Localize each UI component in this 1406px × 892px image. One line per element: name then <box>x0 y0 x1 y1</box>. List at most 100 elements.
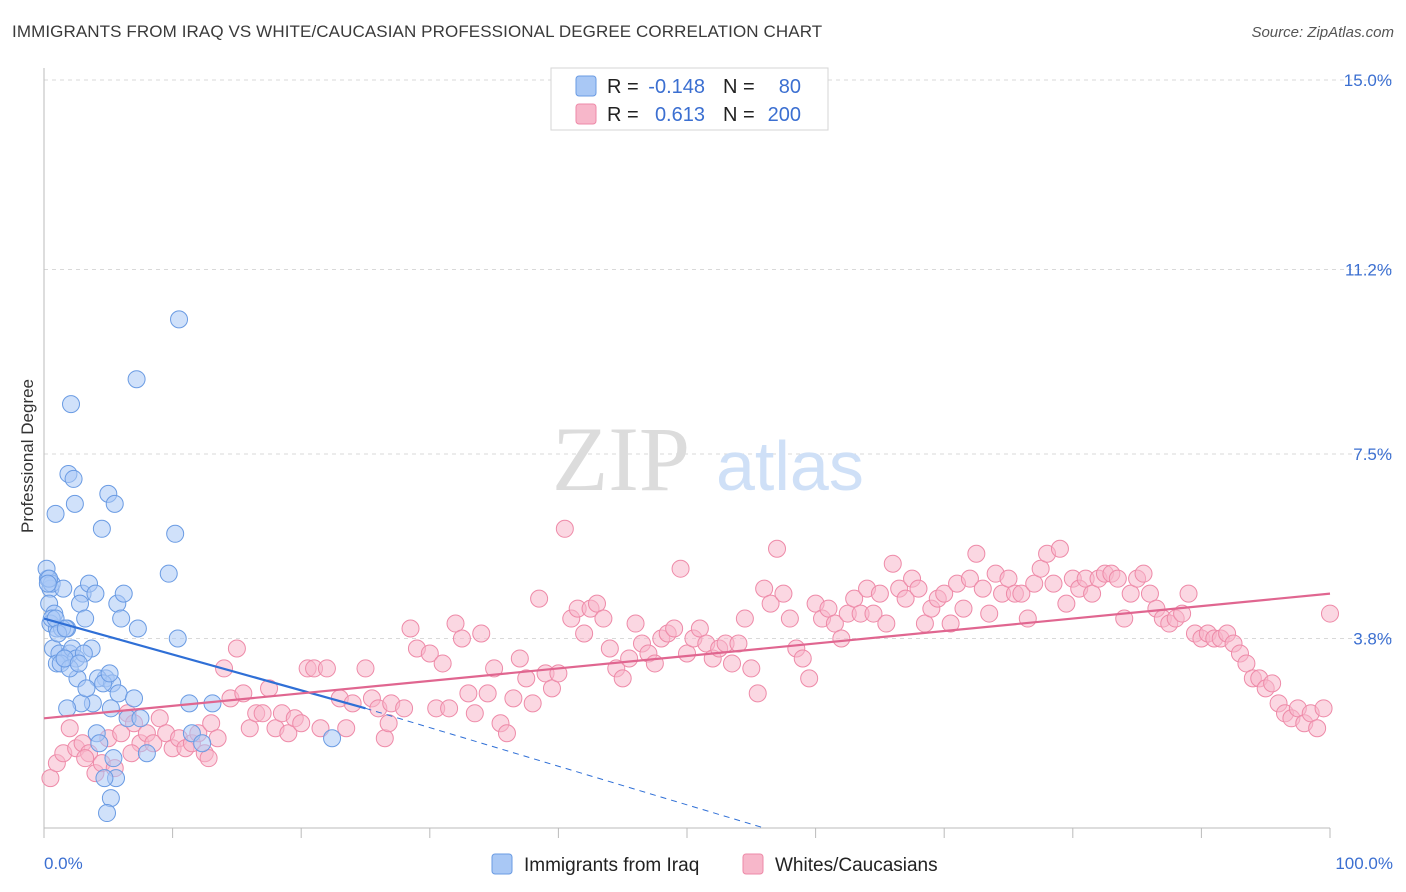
white-point-86 <box>620 649 639 668</box>
white-point-70 <box>517 669 536 688</box>
gridlines <box>44 79 1392 640</box>
white-point-102 <box>723 654 742 673</box>
iraq-point-27 <box>86 584 105 603</box>
white-point-25 <box>202 714 221 733</box>
white-point-95 <box>678 644 696 663</box>
white-point-162 <box>1108 569 1127 588</box>
white-point-135 <box>935 584 954 603</box>
white-point-97 <box>690 619 709 638</box>
white-point-136 <box>941 614 960 633</box>
trend-line-iraq-extension <box>365 707 765 829</box>
iraq-point-20 <box>65 494 84 513</box>
white-point-43 <box>317 659 336 678</box>
white-point-65 <box>485 659 504 678</box>
white-point-55 <box>420 644 439 663</box>
iraq-point-18 <box>64 469 83 488</box>
white-point-138 <box>954 599 973 618</box>
trend-lines <box>43 592 1331 829</box>
iraq-point-74 <box>69 654 88 673</box>
white-point-72 <box>530 589 549 608</box>
white-point-85 <box>613 669 632 688</box>
white-point-53 <box>401 619 420 638</box>
iraq-point-19 <box>62 395 81 414</box>
iraq-point-28 <box>92 519 111 538</box>
white-point-69 <box>510 649 529 668</box>
white-point-76 <box>555 519 574 538</box>
white-point-195 <box>1321 604 1339 623</box>
white-point-149 <box>1025 574 1044 593</box>
white-point-131 <box>909 579 928 598</box>
white-point-158 <box>1083 584 1102 603</box>
iraq-point-24 <box>76 609 95 628</box>
x-tick-labels: 0.0% 100.0% <box>44 854 1393 873</box>
iraq-point-48 <box>104 749 123 768</box>
white-point-124 <box>864 604 883 623</box>
white-point-145 <box>999 569 1018 588</box>
white-point-33 <box>253 704 272 723</box>
bottom-legend-swatch-white <box>742 853 764 875</box>
y-axis-label: Professional Degree <box>18 379 37 533</box>
iraq-point-77 <box>38 574 57 593</box>
white-point-93 <box>665 619 684 638</box>
x-ticks <box>43 828 1331 838</box>
iraq-point-33 <box>114 584 133 603</box>
white-point-74 <box>542 679 561 698</box>
x-tick-label-1: 100.0% <box>1335 854 1393 873</box>
white-point-182 <box>1237 654 1256 673</box>
white-point-167 <box>1140 584 1159 603</box>
y-tick-label-0: 3.8% <box>1353 630 1392 649</box>
white-point-118 <box>825 614 844 633</box>
y-tick-label-2: 11.2% <box>1345 260 1392 279</box>
white-point-117 <box>819 599 838 618</box>
iraq-point-60 <box>170 310 189 329</box>
source-credit: Source: ZipAtlas.com <box>1251 24 1394 41</box>
iraq-point-30 <box>105 494 124 513</box>
white-point-105 <box>742 659 761 678</box>
x-tick-label-0: 0.0% <box>44 854 83 873</box>
bottom-legend-label-iraq: Immigrants from Iraq <box>524 855 699 876</box>
y-tick-label-1: 7.5% <box>1353 445 1392 464</box>
trend-line-white <box>43 592 1331 720</box>
iraq-point-53 <box>127 370 146 389</box>
white-point-114 <box>800 669 819 688</box>
white-point-79 <box>575 624 594 643</box>
white-point-186 <box>1263 674 1282 693</box>
white-point-141 <box>973 579 992 598</box>
white-point-129 <box>896 589 915 608</box>
bottom-legend: Immigrants from Iraq Whites/Caucasians <box>491 853 938 876</box>
bottom-legend-label-white: Whites/Caucasians <box>775 855 938 876</box>
white-point-104 <box>735 609 754 628</box>
white-point-152 <box>1044 574 1063 593</box>
iraq-point-54 <box>137 744 156 763</box>
white-point-119 <box>832 629 851 648</box>
white-point-52 <box>395 699 414 718</box>
white-point-59 <box>446 614 465 633</box>
white-point-39 <box>292 714 311 733</box>
watermark-zip: ZIP <box>552 408 690 510</box>
white-point-126 <box>877 614 896 633</box>
white-point-57 <box>433 654 452 673</box>
top-legend: R = -0.148 N = 80 R = 0.613 N = 200 <box>550 67 829 131</box>
white-point-60 <box>452 629 471 648</box>
white-point-47 <box>356 659 375 678</box>
white-point-164 <box>1121 584 1140 603</box>
data-points <box>37 310 1339 823</box>
white-point-193 <box>1308 719 1327 738</box>
iraq-point-61 <box>168 629 187 648</box>
white-point-132 <box>915 614 934 633</box>
white-point-139 <box>960 569 979 588</box>
white-point-82 <box>594 609 613 628</box>
white-point-154 <box>1057 594 1076 613</box>
white-point-198 <box>199 749 218 768</box>
white-point-0 <box>41 769 60 788</box>
white-point-83 <box>600 639 619 658</box>
legend-swatch-white <box>575 103 597 125</box>
white-point-81 <box>587 594 606 613</box>
iraq-point-9 <box>46 504 65 523</box>
iraq-point-23 <box>71 594 90 613</box>
white-point-111 <box>780 609 799 628</box>
iraq-point-78 <box>323 729 342 748</box>
legend-swatch-iraq <box>575 75 597 97</box>
white-point-45 <box>337 719 356 738</box>
